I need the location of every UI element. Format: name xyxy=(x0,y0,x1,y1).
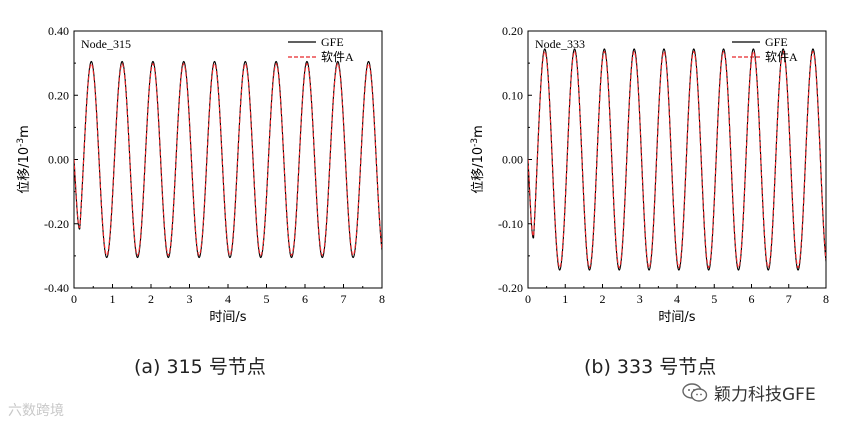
legend-label: GFE xyxy=(321,35,344,49)
x-axis-label: 时间/s xyxy=(658,310,695,325)
x-tick-label: 1 xyxy=(110,292,116,306)
y-tick-label: 0.40 xyxy=(48,24,69,38)
series-line-software-a xyxy=(74,63,382,256)
x-tick-label: 6 xyxy=(302,292,308,306)
y-tick-label: 0.10 xyxy=(502,88,523,102)
x-tick-label: 4 xyxy=(225,292,231,306)
x-tick-label: 3 xyxy=(187,292,193,306)
legend-label: GFE xyxy=(765,35,788,49)
node-annotation: Node_333 xyxy=(535,37,585,51)
legend-label: 软件A xyxy=(765,50,798,64)
x-tick-label: 8 xyxy=(379,292,385,306)
series-line-gfe xyxy=(528,48,826,271)
x-tick-label: 5 xyxy=(711,292,717,306)
y-tick-label: 0.20 xyxy=(502,24,523,38)
node-annotation: Node_315 xyxy=(81,37,131,51)
x-tick-label: 3 xyxy=(637,292,643,306)
watermark-left: 六数跨境 xyxy=(8,403,64,419)
chart-a: 0 1 2 3 4 5 6 7 8 -0.40 -0.20 0.00 0.20 0.40 时间/s 位移/10… xyxy=(16,24,385,325)
plot-frame xyxy=(527,30,827,289)
x-tick-label: 5 xyxy=(264,292,270,306)
y-tick-label: 0.00 xyxy=(502,153,523,167)
series-line-software-a xyxy=(528,50,826,269)
x-tick-label: 2 xyxy=(148,292,154,306)
x-axis-label: 时间/s xyxy=(209,310,246,325)
caption-a: (a) 315 号节点 xyxy=(134,356,266,378)
wechat-icon xyxy=(682,382,708,402)
x-tick-label: 0 xyxy=(71,292,77,306)
x-tick-label: 8 xyxy=(823,292,829,306)
x-tick-label: 1 xyxy=(562,292,568,306)
x-tick-label: 7 xyxy=(786,292,792,306)
x-tick-label: 2 xyxy=(600,292,606,306)
x-tick-label: 0 xyxy=(525,292,531,306)
legend-label: 软件A xyxy=(321,50,354,64)
x-tick-label: 4 xyxy=(674,292,680,306)
x-tick-label: 6 xyxy=(749,292,755,306)
y-tick-label: 0.20 xyxy=(48,88,69,102)
y-tick-label: 0.00 xyxy=(48,153,69,167)
x-tick-label: 7 xyxy=(341,292,347,306)
y-axis-label: 位移/10-3m xyxy=(16,125,32,194)
series-line-gfe xyxy=(74,60,382,259)
watermark-right-text: 颖力科技GFE xyxy=(714,385,816,405)
caption-b: (b) 333 号节点 xyxy=(584,356,717,378)
y-tick-label: -0.20 xyxy=(44,217,69,231)
y-tick-label: -0.20 xyxy=(498,281,523,295)
chart-b: 0 1 2 3 4 5 6 7 8 -0.20 -0.10 0.00 0.10 0.20 时间/s 位移/10… xyxy=(470,24,829,325)
watermark-right: 颖力科技GFE xyxy=(682,380,816,405)
y-tick-label: -0.40 xyxy=(44,281,69,295)
y-axis-label: 位移/10-3m xyxy=(470,125,486,194)
y-tick-label: -0.10 xyxy=(498,217,523,231)
